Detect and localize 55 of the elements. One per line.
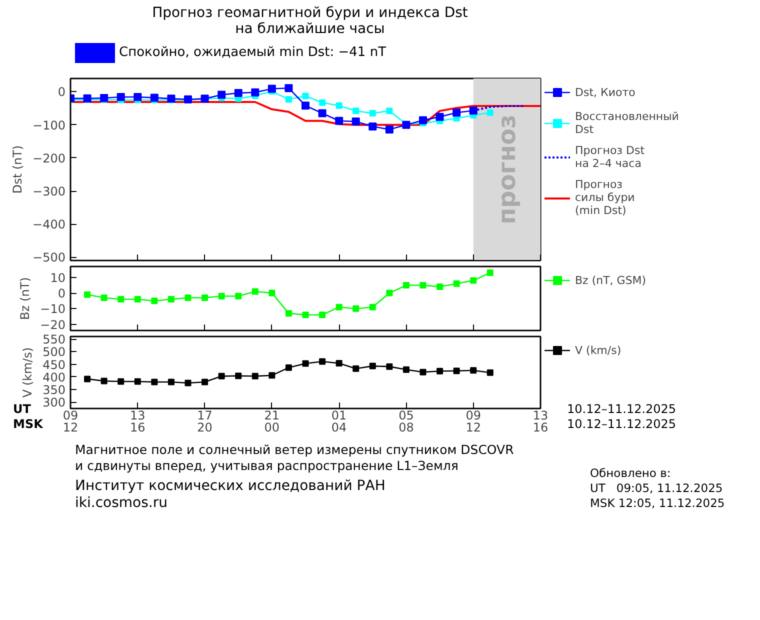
- y-tick-label: 550: [42, 332, 66, 347]
- text: MSK: [13, 417, 43, 432]
- y-tick-label: −400: [32, 218, 66, 232]
- x-tick-label: 13: [130, 408, 146, 423]
- y-tick-label: 300: [42, 396, 66, 410]
- y-axis-title: Bz (nT): [18, 277, 32, 320]
- y-tick-label: 400: [42, 370, 66, 385]
- x2-tick-label: 04: [331, 420, 347, 435]
- x-tick-label: 09: [466, 408, 482, 423]
- chart-title: Прогноз геомагнитной бури и индекса Dst: [152, 5, 468, 21]
- text: iki.cosmos.ru: [75, 495, 168, 512]
- text: MSK 12:05, 11.12.2025: [590, 496, 725, 510]
- text: 10.12–11.12.2025: [567, 417, 676, 432]
- text: Спокойно, ожидаемый min Dst: −41 nT: [118, 44, 386, 62]
- text: и сдвинуты вперед, учитывая распространение L1–Земля: [75, 458, 458, 474]
- legend-label: Bz (nT, GSM): [575, 274, 646, 287]
- legend-label: Восстановленный Dst: [575, 110, 679, 136]
- x-tick-label: 13: [532, 408, 548, 423]
- chart-subtitle: на ближайшие часы: [235, 21, 385, 37]
- y-tick-label: 500: [42, 345, 66, 360]
- x2-tick-label: 08: [398, 420, 414, 435]
- text: 10.12–11.12.2025: [567, 402, 676, 418]
- y-tick-label: 0: [58, 286, 66, 301]
- legend-label: V (km/s): [575, 344, 622, 357]
- y-tick-label: 10: [50, 271, 66, 286]
- y-tick-label: −300: [32, 184, 66, 199]
- text: UT: [13, 402, 31, 418]
- y-axis-title: V (km/s): [20, 347, 35, 398]
- x-tick-label: 09: [62, 408, 78, 423]
- text: Магнитное поле и солнечный ветер измерены спутником DSCOVR: [75, 442, 514, 458]
- y-tick-label: −20: [40, 318, 66, 332]
- legend-label: Прогноз силы бури (min Dst): [575, 178, 635, 218]
- text: UT 09:05, 11.12.2025: [590, 481, 723, 496]
- x-tick-label: 05: [398, 408, 414, 423]
- x-tick-label: 01: [331, 408, 347, 423]
- y-tick-label: 0: [58, 85, 66, 100]
- legend-label: Dst, Киото: [575, 86, 636, 99]
- y-axis-title: Dst (nT): [10, 145, 25, 194]
- x-tick-label: 21: [264, 408, 280, 423]
- x2-tick-label: 16: [532, 420, 548, 435]
- x2-tick-label: 12: [466, 420, 482, 435]
- x2-tick-label: 20: [197, 420, 212, 435]
- legend-label: Прогноз Dst на 2–4 часа: [575, 144, 645, 170]
- x-tick-label: 17: [197, 408, 212, 423]
- y-tick-label: 450: [42, 358, 66, 372]
- text: Институт космических исследований РАН: [75, 478, 386, 494]
- y-tick-label: 350: [42, 383, 66, 398]
- x2-tick-label: 00: [264, 420, 280, 435]
- y-tick-label: −100: [32, 118, 66, 132]
- x2-tick-label: 12: [62, 420, 78, 435]
- x2-tick-label: 16: [130, 420, 146, 435]
- y-tick-label: −500: [32, 250, 66, 265]
- y-tick-label: −200: [32, 152, 66, 166]
- y-tick-label: −10: [40, 302, 66, 316]
- text: Обновлено в:: [590, 466, 671, 480]
